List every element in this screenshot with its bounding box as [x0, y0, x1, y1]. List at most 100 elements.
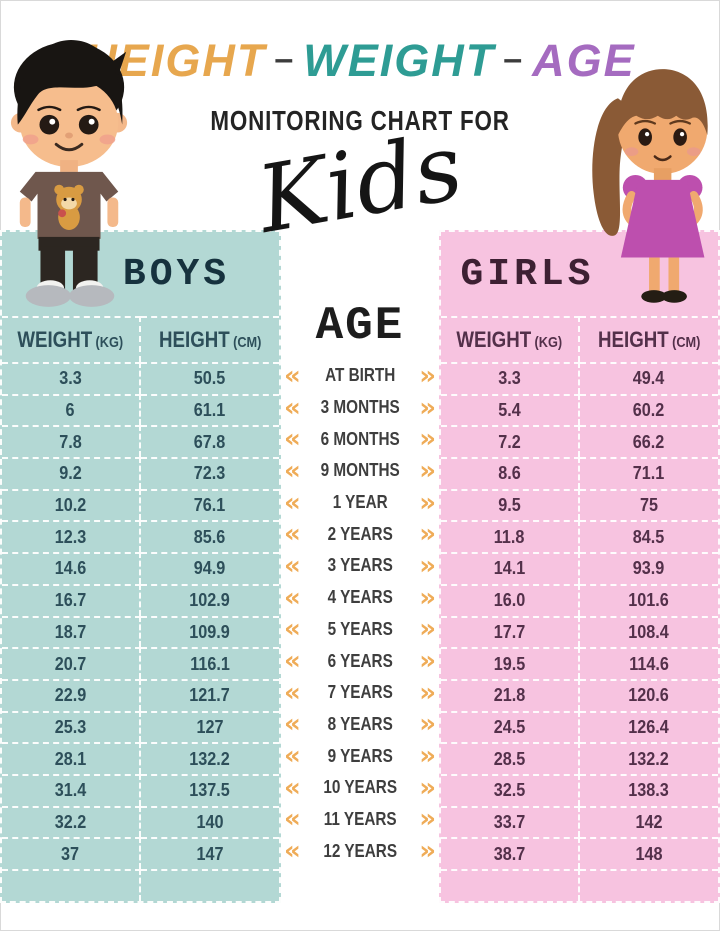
weight-cell: 6: [2, 393, 141, 426]
girls-table-title: GIRLS: [460, 252, 595, 296]
cell-value: 101.6: [628, 590, 670, 611]
cell-value: 14.1: [493, 558, 526, 579]
cell-value: 75: [639, 495, 658, 516]
title-separator: –: [274, 40, 296, 78]
cell-value: 109.9: [189, 621, 231, 642]
age-row: « 4 YEARS »: [281, 582, 439, 614]
height-cell: 71.1: [579, 457, 718, 489]
cell-value: 7.8: [58, 431, 82, 452]
weight-cell: 3.3: [2, 362, 141, 394]
age-label: 10 YEARS: [323, 777, 397, 798]
title-word-weight: WEIGHT: [303, 35, 496, 86]
boys-weight-header: WEIGHT (KG): [2, 316, 141, 362]
height-cell: 72.3: [140, 457, 279, 489]
right-chevron-icon: »: [419, 804, 436, 835]
cell-value: 8.6: [497, 463, 521, 484]
height-header-label: HEIGHT: [597, 327, 669, 352]
weight-cell: 7.2: [441, 425, 580, 458]
right-chevron-icon: »: [419, 741, 436, 772]
weight-unit-label: (KG): [95, 334, 124, 351]
age-row: « 1 YEAR »: [281, 487, 439, 519]
cell-value: 16.0: [493, 590, 526, 611]
cell-value: 28.5: [493, 748, 526, 769]
cell-value: 132.2: [628, 748, 670, 769]
height-cell: 60.2: [579, 393, 718, 426]
age-label: 6 YEARS: [327, 650, 393, 671]
height-cell: 75: [579, 488, 718, 521]
cell-value: 140: [196, 811, 224, 832]
cell-value: 7.2: [497, 431, 521, 452]
age-label: 7 YEARS: [327, 682, 393, 703]
height-cell: 66.2: [579, 425, 718, 457]
age-label: 12 YEARS: [323, 840, 397, 861]
age-label: 3 YEARS: [327, 555, 393, 576]
age-row: « 8 YEARS »: [281, 709, 439, 741]
cell-value: 19.5: [493, 653, 526, 674]
age-row: « 3 YEARS »: [281, 550, 439, 582]
weight-cell: 14.1: [441, 552, 580, 584]
weight-cell: 19.5: [441, 647, 580, 679]
age-label: 4 YEARS: [327, 587, 393, 608]
cell-value: 25.3: [54, 716, 87, 737]
height-cell: 120.6: [579, 678, 718, 711]
boys-table: BOYS WEIGHT (KG) HEIGHT (CM) 3.3 50.5 6 61.1 7…: [0, 230, 281, 903]
weight-cell: 37: [2, 837, 141, 869]
age-title: AGE: [315, 300, 405, 352]
height-unit-label: (CM): [232, 334, 261, 351]
cell-value: 137.5: [189, 780, 231, 801]
right-chevron-icon: »: [419, 519, 436, 550]
weight-unit-label: (KG): [534, 334, 563, 351]
age-label: 3 MONTHS: [320, 397, 400, 418]
right-chevron-icon: »: [419, 360, 436, 391]
cell-value: 5.4: [497, 400, 521, 421]
age-label: 6 MONTHS: [320, 428, 400, 449]
weight-cell: 32.5: [441, 773, 580, 806]
age-column: AGE « AT BIRTH » « 3 MONTHS » « 6 MONTHS » « 9 MON…: [281, 230, 439, 867]
weight-cell: 9.2: [2, 457, 141, 489]
age-row: « AT BIRTH »: [281, 360, 439, 392]
left-chevron-icon: «: [284, 677, 301, 708]
kids-text: Kids: [250, 113, 470, 254]
cell-value: 114.6: [628, 653, 669, 674]
cell-value: 76.1: [193, 495, 226, 516]
girls-weight-header: WEIGHT (KG): [441, 316, 580, 362]
weight-cell: 7.8: [2, 425, 141, 458]
boy-illustration: [10, 39, 128, 307]
left-chevron-icon: «: [284, 804, 301, 835]
age-label: 5 YEARS: [327, 618, 393, 639]
age-rows: « AT BIRTH » « 3 MONTHS » « 6 MONTHS » « 9 MONTHS »…: [281, 360, 439, 867]
age-label: 11 YEARS: [323, 808, 397, 829]
height-cell: 61.1: [140, 393, 279, 426]
cell-value: 138.3: [628, 780, 670, 801]
weight-cell: 11.8: [441, 520, 580, 553]
girls-table: GIRLS WEIGHT (KG) HEIGHT (CM) 3.3 49.4 5.4 60…: [439, 230, 720, 903]
height-cell: 126.4: [579, 710, 718, 743]
girl-illustration: [592, 69, 708, 303]
cell-value: 10.2: [54, 495, 87, 516]
weight-cell: 3.3: [441, 362, 580, 394]
weight-cell: 16.7: [2, 583, 141, 616]
height-cell: 109.9: [140, 615, 279, 648]
height-cell: 101.6: [579, 583, 718, 616]
age-label: AT BIRTH: [324, 365, 396, 386]
left-chevron-icon: «: [284, 424, 301, 455]
cell-value: 31.4: [54, 780, 87, 801]
cell-value: 67.8: [193, 431, 226, 452]
left-chevron-icon: «: [284, 455, 301, 486]
girls-height-header: HEIGHT (CM): [579, 316, 718, 362]
height-header-label: HEIGHT: [158, 327, 230, 352]
age-row: « 9 YEARS »: [281, 740, 439, 772]
cell-value: 22.9: [54, 685, 87, 706]
page-subtitle: MONITORING CHART FOR: [0, 107, 720, 135]
cell-value: 3.3: [497, 368, 521, 389]
weight-cell: 32.2: [2, 805, 141, 838]
boys-table-title: BOYS: [122, 252, 231, 296]
cell-value: 84.5: [632, 526, 665, 547]
age-label: 9 YEARS: [327, 745, 393, 766]
cell-value: 28.1: [54, 748, 87, 769]
height-cell: 84.5: [579, 520, 718, 552]
height-cell: 138.3: [579, 773, 718, 806]
cell-value: 94.9: [193, 558, 226, 579]
weight-cell: 25.3: [2, 710, 141, 743]
age-row: « 6 YEARS »: [281, 645, 439, 677]
